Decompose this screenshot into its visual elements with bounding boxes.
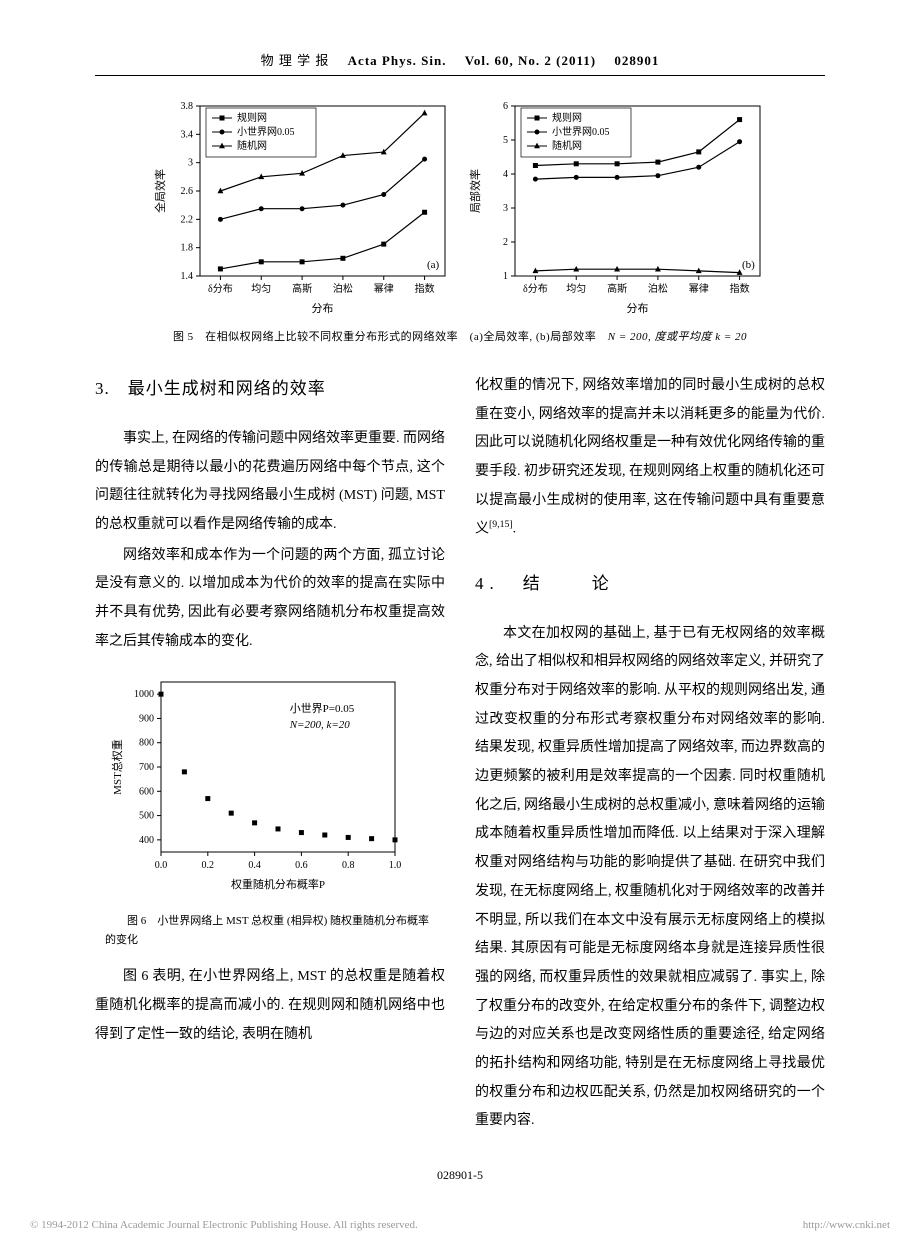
svg-text:N=200, k=20: N=200, k=20 bbox=[289, 719, 351, 731]
svg-text:随机网: 随机网 bbox=[552, 139, 582, 152]
svg-text:1: 1 bbox=[503, 271, 508, 282]
section-3-para-2: 网络效率和成本作为一个问题的两个方面, 孤立讨论是没有意义的. 以增加成本为代价… bbox=[95, 542, 445, 657]
svg-text:3: 3 bbox=[503, 203, 508, 214]
svg-text:权重随机分布概率P: 权重随机分布概率P bbox=[231, 877, 325, 891]
svg-text:5: 5 bbox=[503, 135, 508, 146]
svg-text:小世界网0.05: 小世界网0.05 bbox=[237, 126, 295, 138]
svg-text:δ分布: δ分布 bbox=[208, 283, 233, 295]
figure-5-caption: 图 5 在相似权网络上比较不同权重分布形式的网络效率 (a)全局效率, (b)局… bbox=[95, 328, 825, 344]
svg-text:(a): (a) bbox=[427, 259, 440, 271]
svg-text:4: 4 bbox=[503, 169, 508, 180]
right-column: 化权重的情况下, 网络效率增加的同时最小生成树的总权重在变小, 网络效率的提高并… bbox=[475, 372, 825, 1138]
vol-info: Vol. 60, No. 2 (2011) bbox=[465, 53, 596, 68]
svg-text:600: 600 bbox=[139, 787, 154, 798]
svg-text:700: 700 bbox=[139, 762, 154, 773]
figure-5b: 1 2 3 4 5 6 δ分布 均匀 高斯 泊松 幂律 指数分布 局部效率 (b) 规则网小世界网0.05随… bbox=[465, 96, 770, 316]
svg-text:0.8: 0.8 bbox=[342, 860, 355, 871]
svg-text:6: 6 bbox=[503, 101, 508, 112]
journal-en: Acta Phys. Sin. bbox=[348, 53, 447, 68]
section-4-heading: 4. 结 论 bbox=[475, 567, 825, 602]
page-header: 物 理 学 报 Acta Phys. Sin. Vol. 60, No. 2 (… bbox=[95, 50, 825, 76]
svg-text:3.8: 3.8 bbox=[181, 101, 194, 112]
svg-text:指数: 指数 bbox=[415, 282, 435, 295]
figure-5-row: 1.4 1.8 2.2 2.6 3 3.4 3.8 δ分布 均匀 高斯 泊松 幂律 指数分布 全局效率 (a… bbox=[95, 96, 825, 316]
article-id: 028901 bbox=[614, 53, 659, 68]
svg-text:1.4: 1.4 bbox=[181, 271, 194, 282]
svg-text:泊松: 泊松 bbox=[648, 282, 668, 295]
svg-text:0.4: 0.4 bbox=[248, 860, 261, 871]
footer-copyright: © 1994-2012 China Academic Journal Elect… bbox=[30, 1219, 418, 1231]
svg-text:2: 2 bbox=[503, 237, 508, 248]
svg-text:幂律: 幂律 bbox=[374, 282, 394, 295]
figure-6: 400 500 600 700 800 900 1000 0.0 0.2 0.4 0.6 0.8 1.0… bbox=[105, 672, 445, 904]
svg-text:2.2: 2.2 bbox=[181, 214, 194, 225]
svg-text:δ分布: δ分布 bbox=[523, 283, 548, 295]
svg-text:0.0: 0.0 bbox=[155, 860, 168, 871]
svg-text:400: 400 bbox=[139, 835, 154, 846]
svg-text:900: 900 bbox=[139, 714, 154, 725]
figure-6-caption: 图 6 小世界网络上 MST 总权重 (相异权) 随权重随机分布概率的变化 bbox=[105, 912, 435, 949]
svg-text:随机网: 随机网 bbox=[237, 139, 267, 152]
svg-text:分布: 分布 bbox=[627, 302, 649, 315]
svg-text:幂律: 幂律 bbox=[689, 282, 709, 295]
svg-text:均匀: 均匀 bbox=[566, 283, 586, 295]
svg-text:800: 800 bbox=[139, 738, 154, 749]
svg-text:分布: 分布 bbox=[312, 302, 334, 315]
two-column-body: 3. 最小生成树和网络的效率 事实上, 在网络的传输问题中网络效率更重要. 而网… bbox=[95, 372, 825, 1138]
svg-text:泊松: 泊松 bbox=[333, 282, 353, 295]
svg-text:1.0: 1.0 bbox=[389, 860, 402, 871]
svg-text:规则网: 规则网 bbox=[237, 111, 267, 124]
svg-text:1.8: 1.8 bbox=[181, 243, 194, 254]
svg-text:3.4: 3.4 bbox=[181, 129, 194, 140]
svg-text:1000: 1000 bbox=[134, 689, 154, 700]
figure-5a: 1.4 1.8 2.2 2.6 3 3.4 3.8 δ分布 均匀 高斯 泊松 幂律 指数分布 全局效率 (a… bbox=[150, 96, 455, 316]
svg-text:0.6: 0.6 bbox=[295, 860, 308, 871]
svg-text:局部效率: 局部效率 bbox=[468, 169, 482, 213]
para-after-fig6: 图 6 表明, 在小世界网络上, MST 的总权重是随着权重随机化概率的提高而减… bbox=[95, 963, 445, 1049]
left-column: 3. 最小生成树和网络的效率 事实上, 在网络的传输问题中网络效率更重要. 而网… bbox=[95, 372, 445, 1138]
footer-url: http://www.cnki.net bbox=[803, 1219, 890, 1231]
svg-text:0.2: 0.2 bbox=[202, 860, 215, 871]
svg-text:3: 3 bbox=[188, 158, 193, 169]
svg-text:(b): (b) bbox=[742, 259, 755, 271]
svg-text:均匀: 均匀 bbox=[251, 283, 271, 295]
svg-text:小世界网0.05: 小世界网0.05 bbox=[552, 126, 610, 138]
section-4-para: 本文在加权网的基础上, 基于已有无权网络的效率概念, 给出了相似权和相异权网络的… bbox=[475, 620, 825, 1136]
page-footer: © 1994-2012 China Academic Journal Elect… bbox=[30, 1219, 890, 1231]
col2-continuation: 化权重的情况下, 网络效率增加的同时最小生成树的总权重在变小, 网络效率的提高并… bbox=[475, 372, 825, 545]
svg-text:500: 500 bbox=[139, 811, 154, 822]
page-number: 028901-5 bbox=[95, 1168, 825, 1183]
section-3-para-1: 事实上, 在网络的传输问题中网络效率更重要. 而网络的传输总是期待以最小的花费遍… bbox=[95, 425, 445, 540]
reference-marker: [9,15] bbox=[489, 519, 513, 530]
svg-text:高斯: 高斯 bbox=[292, 282, 312, 295]
journal-cn: 物 理 学 报 bbox=[261, 53, 330, 68]
svg-text:MST总权重: MST总权重 bbox=[110, 740, 124, 796]
svg-text:2.6: 2.6 bbox=[181, 186, 194, 197]
svg-text:规则网: 规则网 bbox=[552, 111, 582, 124]
svg-text:指数: 指数 bbox=[730, 282, 750, 295]
svg-text:全局效率: 全局效率 bbox=[153, 169, 167, 213]
svg-text:高斯: 高斯 bbox=[607, 282, 627, 295]
section-3-heading: 3. 最小生成树和网络的效率 bbox=[95, 372, 445, 407]
svg-text:小世界P=0.05: 小世界P=0.05 bbox=[290, 702, 355, 715]
